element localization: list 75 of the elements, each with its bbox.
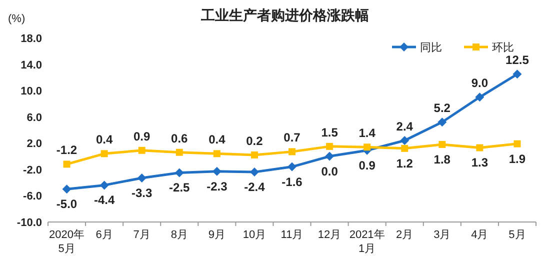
y-axis-title: (%): [8, 13, 26, 25]
y-tick-label: 18.0: [20, 33, 42, 45]
x-tick-label: 5月: [508, 229, 526, 241]
x-tick-label: 4月: [471, 229, 488, 241]
data-label: 2.4: [396, 120, 414, 134]
data-label: 1.5: [321, 125, 338, 140]
data-label: 0.4: [208, 132, 226, 147]
data-label: 1.9: [508, 152, 526, 166]
data-label: 1.2: [396, 156, 414, 170]
point: [401, 144, 408, 152]
point: [288, 148, 296, 156]
x-tick-label: 11月: [280, 229, 304, 241]
data-label: 1.8: [434, 152, 451, 166]
data-label: -2.4: [244, 180, 266, 194]
point: [514, 140, 521, 148]
point: [438, 118, 447, 127]
data-label: -4.4: [94, 193, 115, 208]
point: [212, 166, 222, 176]
y-tick-label: 6.0: [26, 112, 42, 124]
point: [176, 148, 183, 156]
x-tick-label: 9月: [208, 229, 226, 241]
data-label: -2.5: [169, 180, 190, 195]
data-label: 0.4: [96, 132, 113, 147]
point: [364, 144, 371, 151]
point: [476, 144, 484, 152]
data-label: -1.6: [282, 174, 303, 189]
data-label: 0.9: [358, 158, 376, 172]
point: [512, 70, 522, 79]
point: [325, 152, 334, 161]
legend-label: 同比: [420, 41, 442, 54]
point: [100, 150, 108, 158]
y-tick-label: 14.0: [20, 59, 42, 72]
point: [100, 180, 109, 190]
point: [438, 140, 446, 148]
point: [250, 151, 258, 158]
x-tick-label: 3月: [434, 229, 451, 241]
data-label: 12.5: [506, 53, 530, 68]
point: [475, 92, 484, 102]
data-label: 9.0: [471, 76, 488, 90]
data-label: 1.3: [471, 156, 488, 170]
x-tick-label: 8月: [170, 229, 188, 241]
point: [138, 146, 146, 154]
point: [326, 142, 334, 150]
y-tick-label: -10.0: [16, 217, 42, 229]
x-tick-label: 6月: [96, 229, 113, 241]
data-label: 0.7: [284, 130, 301, 145]
point: [288, 162, 296, 172]
point: [400, 136, 410, 146]
data-label: 0.9: [134, 129, 151, 144]
data-label: 1.4: [358, 126, 376, 140]
x-tick-label: 2月: [396, 229, 414, 241]
x-tick-label: 12月: [318, 229, 342, 241]
point: [62, 184, 72, 194]
chart-title: 工业生产者购进价格涨跌幅: [200, 7, 369, 23]
point: [174, 168, 184, 178]
x-tick-label: 2020年 5月: [49, 229, 85, 255]
data-label: -1.2: [56, 143, 78, 158]
data-label: 0.0: [321, 164, 338, 178]
data-label: 0.6: [171, 131, 188, 146]
point: [63, 160, 70, 168]
y-tick-label: -2.0: [23, 164, 42, 176]
y-tick-label: 10.0: [20, 86, 42, 98]
x-tick-label: 2021年 1月: [349, 229, 385, 255]
y-tick-label: 2.0: [26, 138, 42, 150]
data-label: -2.3: [206, 179, 228, 194]
y-tick-label: -6.0: [23, 190, 42, 203]
data-label: -5.0: [56, 197, 78, 212]
point: [213, 150, 220, 158]
point: [137, 173, 146, 182]
x-tick-label: 10月: [242, 229, 266, 241]
legend-label: 环比: [492, 41, 514, 54]
data-label: 5.2: [434, 101, 451, 116]
x-tick-label: 7月: [133, 229, 150, 241]
data-label: -3.3: [132, 186, 153, 200]
data-label: 0.2: [246, 134, 264, 148]
